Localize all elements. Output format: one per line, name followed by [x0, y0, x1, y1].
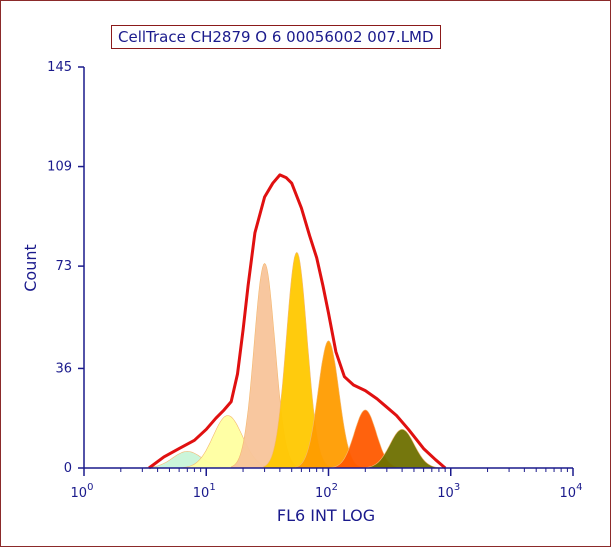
x-tick-base: 10 [193, 486, 210, 501]
x-tick-base: 10 [71, 486, 88, 501]
generation-peaks [140, 251, 442, 469]
total-histogram-curve [148, 173, 447, 470]
chart-title: CellTrace CH2879 O 6 00056002 007.LMD [111, 25, 441, 49]
y-tick-label: 145 [47, 60, 72, 75]
x-tick-label: 103 [437, 482, 460, 501]
x-axis-title: FL6 INT LOG [277, 506, 375, 525]
x-tick-base: 10 [437, 486, 454, 501]
y-tick-label: 0 [64, 461, 72, 476]
y-tick-label: 73 [55, 259, 72, 274]
x-tick-label: 102 [315, 482, 338, 501]
total-curve-layer [148, 173, 447, 470]
y-axis-title: Count [21, 244, 40, 292]
x-tick-exponent: 0 [87, 482, 93, 493]
x-tick-label: 100 [71, 482, 94, 501]
y-tick-label: 109 [47, 160, 72, 175]
generation-peak [362, 428, 442, 469]
x-tick-label: 101 [193, 482, 216, 501]
x-tick-exponent: 3 [454, 482, 460, 493]
x-tick-exponent: 2 [332, 482, 338, 493]
x-tick-base: 10 [315, 486, 332, 501]
x-tick-exponent: 1 [209, 482, 215, 493]
x-tick-label: 104 [560, 482, 583, 501]
x-tick-base: 10 [560, 486, 577, 501]
y-tick-label: 36 [55, 361, 72, 376]
x-tick-exponent: 4 [576, 482, 582, 493]
